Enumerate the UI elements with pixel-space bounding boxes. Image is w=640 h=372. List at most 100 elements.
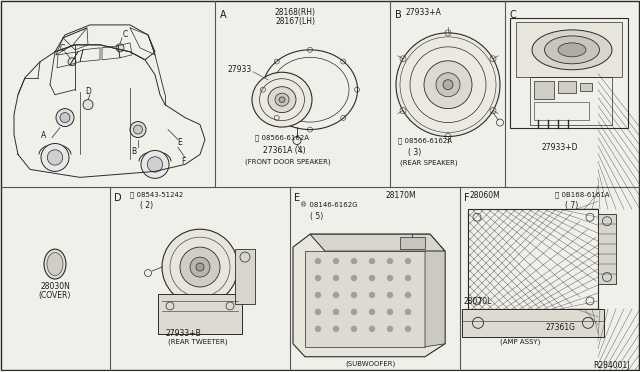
Bar xyxy=(400,237,425,249)
Bar xyxy=(510,18,628,128)
Circle shape xyxy=(387,276,392,280)
Text: (REAR TWEETER): (REAR TWEETER) xyxy=(168,339,228,345)
Circle shape xyxy=(147,157,163,172)
Text: (FRONT DOOR SPEAKER): (FRONT DOOR SPEAKER) xyxy=(245,158,331,165)
Circle shape xyxy=(406,259,410,264)
Circle shape xyxy=(387,326,392,331)
Text: B: B xyxy=(395,10,402,20)
Bar xyxy=(598,214,616,284)
Circle shape xyxy=(369,259,374,264)
Text: A: A xyxy=(42,131,47,140)
Ellipse shape xyxy=(279,97,285,102)
Circle shape xyxy=(83,100,93,110)
Text: R284001J: R284001J xyxy=(593,361,630,370)
Ellipse shape xyxy=(268,87,296,113)
Circle shape xyxy=(396,33,500,137)
Circle shape xyxy=(316,259,321,264)
Text: (AMP ASSY): (AMP ASSY) xyxy=(500,339,540,345)
Text: E: E xyxy=(294,193,300,203)
Circle shape xyxy=(369,276,374,280)
Ellipse shape xyxy=(252,72,312,127)
Text: ( 3): ( 3) xyxy=(408,148,421,157)
Circle shape xyxy=(333,292,339,298)
Ellipse shape xyxy=(47,253,63,276)
Circle shape xyxy=(424,61,472,109)
Text: C: C xyxy=(510,10,516,20)
Polygon shape xyxy=(293,234,445,357)
Circle shape xyxy=(41,144,69,171)
Circle shape xyxy=(369,310,374,314)
Circle shape xyxy=(333,310,339,314)
Circle shape xyxy=(68,58,76,66)
Polygon shape xyxy=(425,251,445,347)
Text: 28070L: 28070L xyxy=(464,297,492,306)
Ellipse shape xyxy=(44,249,66,279)
Circle shape xyxy=(190,257,210,277)
Circle shape xyxy=(316,310,321,314)
Circle shape xyxy=(56,109,74,126)
Circle shape xyxy=(196,263,204,271)
Text: Ⓢ 08566-6162A: Ⓢ 08566-6162A xyxy=(255,135,309,141)
Bar xyxy=(468,209,598,309)
Bar xyxy=(305,251,425,347)
Circle shape xyxy=(116,44,124,52)
Text: Ⓢ 08543-51242: Ⓢ 08543-51242 xyxy=(130,191,183,198)
Ellipse shape xyxy=(558,43,586,57)
Circle shape xyxy=(134,125,143,134)
Circle shape xyxy=(443,80,453,90)
Text: 27933+B: 27933+B xyxy=(165,329,201,338)
Circle shape xyxy=(351,259,356,264)
Ellipse shape xyxy=(275,93,289,106)
Bar xyxy=(462,309,604,337)
Circle shape xyxy=(162,229,238,305)
Bar xyxy=(580,83,592,91)
Circle shape xyxy=(333,259,339,264)
Circle shape xyxy=(333,276,339,280)
Text: ( 7): ( 7) xyxy=(565,201,579,210)
Ellipse shape xyxy=(532,30,612,70)
Text: C: C xyxy=(60,44,65,53)
Text: E: E xyxy=(178,138,182,147)
Text: F: F xyxy=(181,157,185,166)
Circle shape xyxy=(60,113,70,122)
Text: 28030N: 28030N xyxy=(40,282,70,291)
Circle shape xyxy=(333,326,339,331)
Circle shape xyxy=(130,122,146,138)
Circle shape xyxy=(387,292,392,298)
Bar xyxy=(235,249,255,304)
Circle shape xyxy=(180,247,220,287)
Bar xyxy=(558,81,576,93)
Circle shape xyxy=(351,292,356,298)
Text: 28167(LH): 28167(LH) xyxy=(275,17,315,26)
Text: 28168(RH): 28168(RH) xyxy=(275,8,316,17)
Text: D: D xyxy=(85,87,91,96)
Circle shape xyxy=(369,292,374,298)
Circle shape xyxy=(351,310,356,314)
Text: ( 2): ( 2) xyxy=(140,201,153,210)
Bar xyxy=(534,102,589,119)
Circle shape xyxy=(316,326,321,331)
Circle shape xyxy=(316,276,321,280)
Text: 27933+D: 27933+D xyxy=(541,142,579,151)
Bar xyxy=(158,294,242,334)
Text: F: F xyxy=(464,193,470,203)
Circle shape xyxy=(406,326,410,331)
Text: 28060M: 28060M xyxy=(469,191,500,201)
Bar xyxy=(534,81,554,99)
Circle shape xyxy=(406,292,410,298)
Circle shape xyxy=(406,310,410,314)
Circle shape xyxy=(47,150,63,165)
Circle shape xyxy=(316,292,321,298)
Circle shape xyxy=(351,276,356,280)
Text: A: A xyxy=(220,10,227,20)
Text: 27361A (4): 27361A (4) xyxy=(263,147,306,155)
Text: 28170M: 28170M xyxy=(385,191,415,201)
Bar xyxy=(516,22,622,77)
Text: Ⓢ 0B168-6161A: Ⓢ 0B168-6161A xyxy=(555,191,609,198)
Circle shape xyxy=(387,259,392,264)
Circle shape xyxy=(369,326,374,331)
Text: C: C xyxy=(122,31,127,39)
Text: (SUBWOOFER): (SUBWOOFER) xyxy=(345,361,396,367)
Circle shape xyxy=(351,326,356,331)
Text: ( 5): ( 5) xyxy=(310,212,323,221)
